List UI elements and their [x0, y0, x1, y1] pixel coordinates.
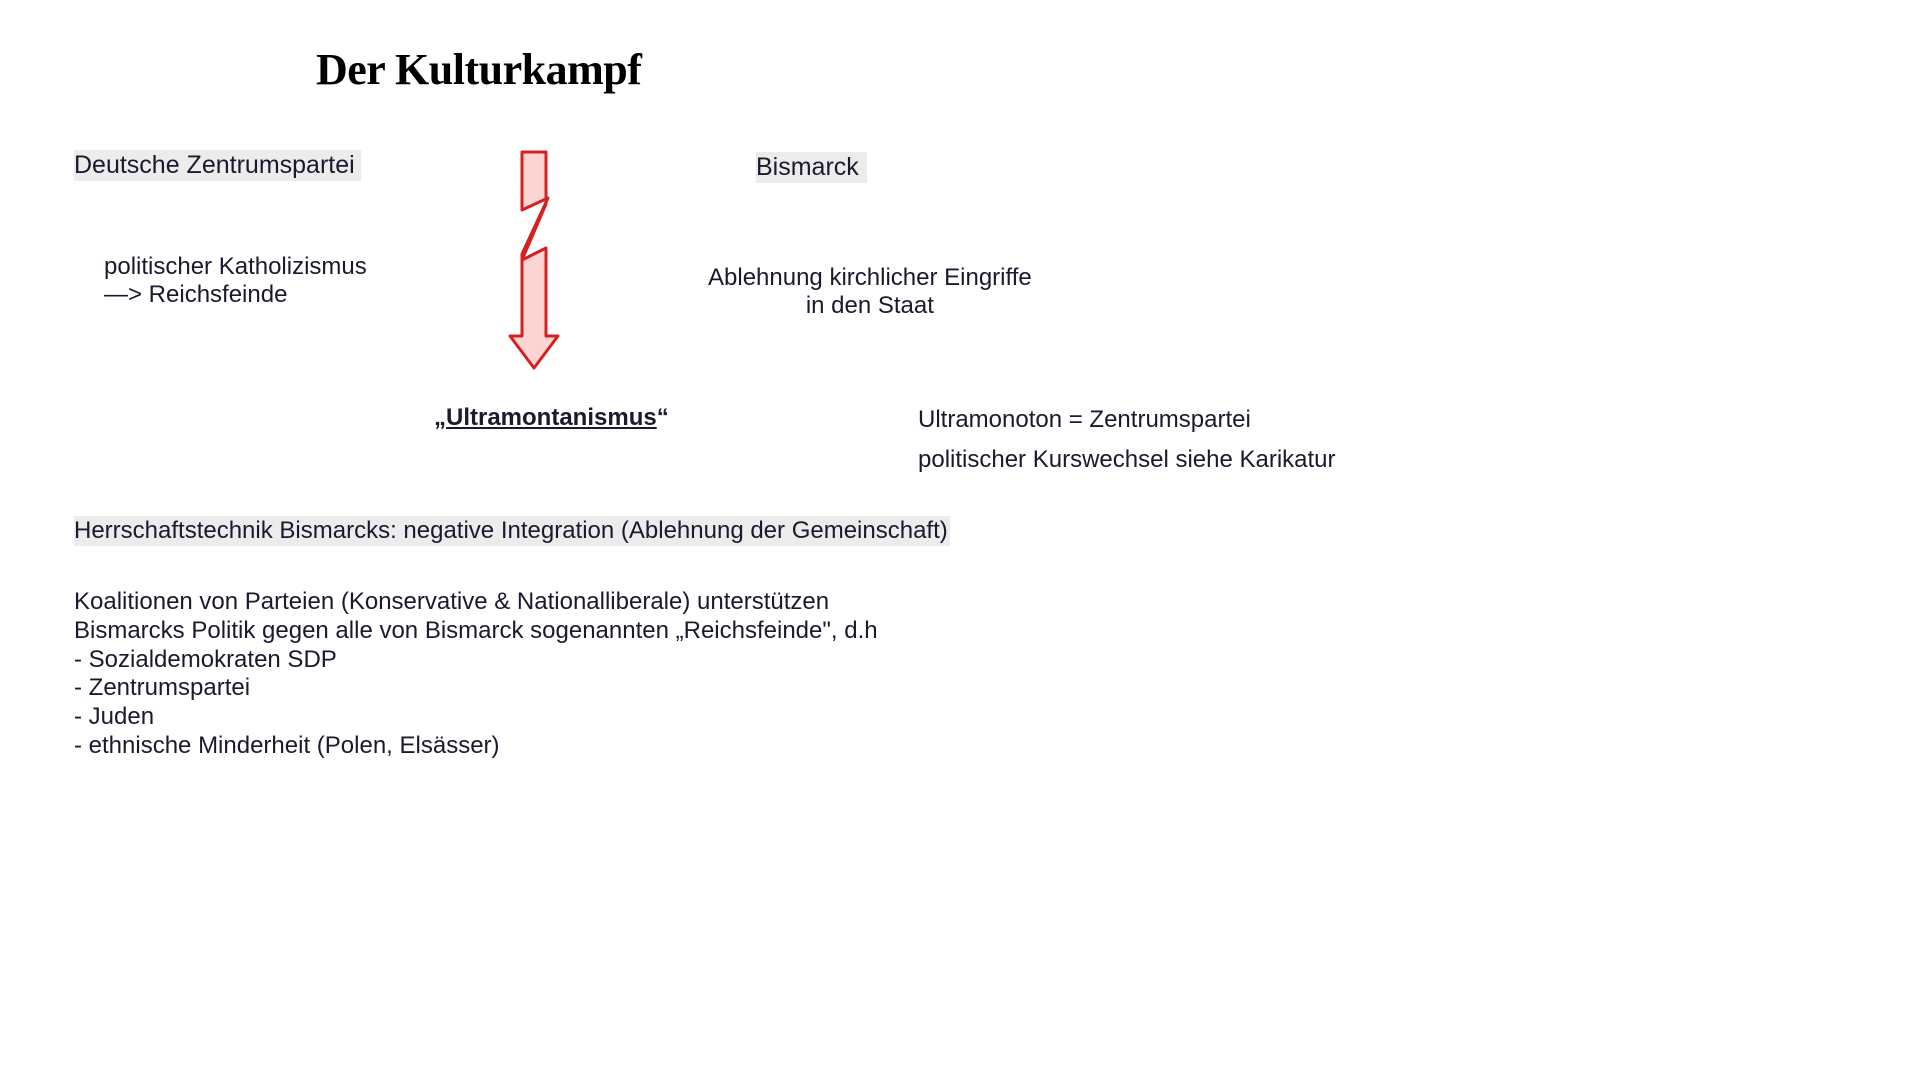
lightning-arrow-icon: [508, 150, 560, 377]
center-term-ultramontanismus: „Ultramontanismus“: [434, 404, 669, 432]
subtext-left-line1: politischer Katholizismus: [104, 253, 367, 280]
subtext-ablehnung: Ablehnung kirchlicher Eingriffe in den S…: [708, 264, 1032, 319]
subtext-katholizismus: politischer Katholizismus —> Reichsfeind…: [104, 253, 367, 308]
coalition-paragraph: Koalitionen von Parteien (Konservative &…: [74, 588, 878, 761]
ultramontanismus-word: Ultramontanismus: [446, 404, 657, 431]
bullet-sdp: - Sozialdemokraten SDP: [74, 646, 337, 673]
subtext-right-line2: in den Staat: [806, 292, 934, 319]
close-quote: “: [657, 404, 669, 431]
lightning-arrow-path: [510, 152, 558, 368]
bullet-juden: - Juden: [74, 703, 154, 730]
open-quote: „: [434, 404, 446, 431]
page-title: Der Kulturkampf: [316, 44, 641, 95]
bullet-zentrumspartei: - Zentrumspartei: [74, 674, 250, 701]
para-line1: Koalitionen von Parteien (Konservative &…: [74, 588, 829, 615]
subtext-left-line2: —> Reichsfeinde: [104, 281, 287, 308]
bullet-minderheit: - ethnische Minderheit (Polen, Elsässer): [74, 732, 500, 759]
subtext-right-line1: Ablehnung kirchlicher Eingriffe: [708, 264, 1032, 291]
para-line2: Bismarcks Politik gegen alle von Bismarc…: [74, 617, 878, 644]
herrschaftstechnik-line: Herrschaftstechnik Bismarcks: negative I…: [74, 516, 950, 546]
side-note-kurswechsel: politischer Kurswechsel siehe Karikatur: [918, 446, 1336, 474]
header-bismarck: Bismarck: [756, 152, 867, 183]
header-zentrumspartei: Deutsche Zentrumspartei: [74, 150, 361, 181]
side-note-ultramonoton: Ultramonoton = Zentrumspartei: [918, 406, 1251, 434]
